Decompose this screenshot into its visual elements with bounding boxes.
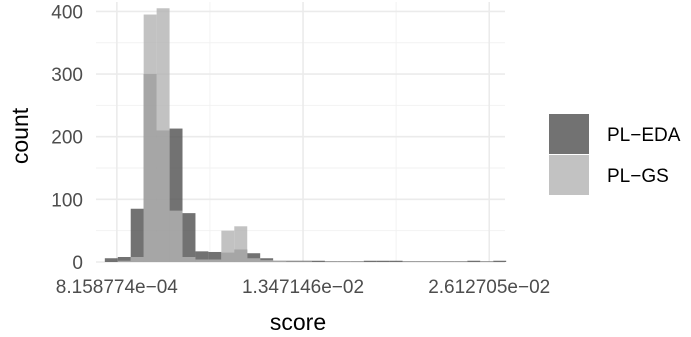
histogram-bar — [208, 251, 222, 262]
histogram-bar — [247, 253, 261, 262]
histogram-bar — [182, 213, 196, 262]
histogram-bar — [493, 260, 507, 262]
histogram-bar — [195, 259, 209, 262]
y-axis-title: count — [7, 107, 33, 164]
histogram-bar — [156, 8, 170, 262]
histogram-bar — [143, 14, 157, 262]
histogram-bar — [402, 261, 416, 262]
x-axis-title: score — [270, 309, 326, 335]
y-tick-label: 0 — [72, 253, 83, 274]
histogram-bar — [454, 261, 468, 262]
histogram-bar — [376, 260, 390, 262]
x-tick-label: 1.347146e−02 — [242, 277, 364, 298]
histogram-bar — [415, 261, 429, 262]
histogram-bar — [363, 260, 377, 262]
histogram-bar — [260, 260, 274, 262]
histogram-bar — [480, 261, 494, 262]
histogram-bar — [182, 256, 196, 262]
histogram-bar — [221, 230, 235, 262]
histogram-bar — [208, 259, 222, 262]
y-tick-label: 300 — [51, 65, 83, 86]
histogram-bar — [389, 260, 403, 262]
histogram-bar — [104, 258, 118, 262]
legend-key — [549, 155, 589, 195]
histogram-bar — [324, 261, 338, 262]
histogram-bar — [130, 208, 144, 262]
histogram-bar — [234, 226, 248, 262]
histogram-bar — [117, 256, 131, 262]
x-tick-label: 8.158774e−04 — [56, 277, 178, 298]
histogram-bar — [195, 251, 209, 262]
histogram-bar — [286, 260, 300, 262]
y-tick-label: 400 — [51, 2, 83, 23]
histogram-bar — [428, 261, 442, 262]
histogram-bar — [467, 260, 481, 262]
histogram-bar — [247, 258, 261, 262]
histogram-bar — [117, 260, 131, 262]
x-tick-label: 2.612705e−02 — [428, 277, 550, 298]
legend: PL−EDA PL−GS — [549, 114, 681, 195]
y-tick-label: 100 — [51, 190, 83, 211]
histogram-bar — [299, 260, 312, 262]
y-axis-ticks: 0 100 200 300 400 — [51, 2, 83, 274]
histogram-bar — [130, 256, 144, 262]
histogram-bar — [169, 210, 183, 262]
bars — [104, 8, 507, 263]
x-axis-ticks: 8.158774e−04 1.347146e−02 2.612705e−02 — [56, 277, 550, 298]
histogram-bar — [299, 261, 312, 262]
histogram-bar — [350, 261, 364, 262]
legend-label: PL−EDA — [607, 125, 681, 146]
legend-key — [549, 114, 589, 154]
histogram-bar — [441, 261, 455, 262]
histogram-bar — [311, 260, 325, 262]
histogram-bar — [273, 260, 287, 262]
histogram-bar — [337, 261, 351, 262]
y-tick-label: 200 — [51, 128, 83, 149]
legend-label: PL−GS — [607, 166, 669, 187]
histogram-bar — [286, 261, 300, 262]
